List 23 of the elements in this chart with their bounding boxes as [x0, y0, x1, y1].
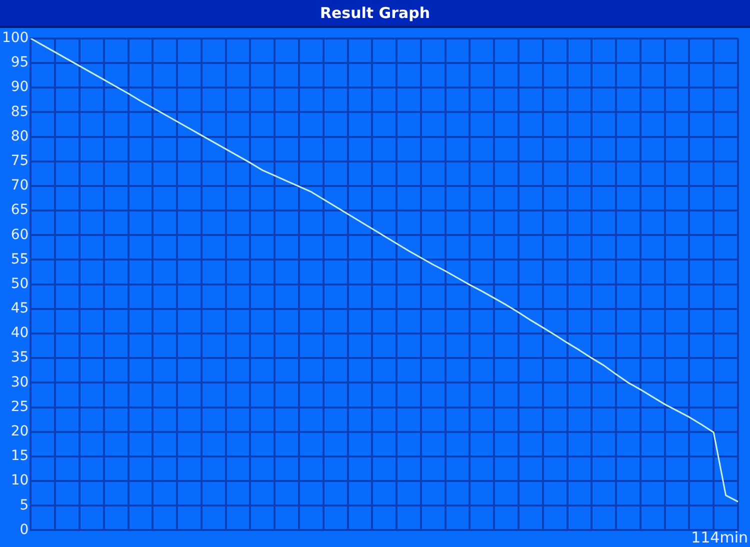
y-tick-label: 20 — [10, 423, 29, 440]
y-tick-label: 70 — [10, 178, 29, 194]
y-tick-label: 60 — [10, 226, 29, 243]
y-tick-label: 65 — [10, 202, 29, 218]
y-tick-label: 50 — [10, 276, 29, 292]
y-tick-label: 35 — [10, 350, 29, 366]
y-tick-label: 90 — [10, 79, 29, 96]
chart-title: Result Graph — [0, 0, 750, 28]
y-tick-label: 100 — [2, 30, 29, 46]
annotation: 114min — [691, 528, 748, 546]
y-tick-label: 80 — [10, 128, 29, 144]
y-tick-label: 30 — [10, 374, 29, 390]
y-tick-label: 75 — [10, 152, 29, 169]
y-tick-label: 15 — [10, 448, 29, 464]
y-tick-label: 5 — [20, 497, 29, 514]
y-tick-label: 0 — [20, 522, 29, 538]
y-tick-label: 40 — [10, 325, 29, 342]
y-tick-label: 85 — [10, 104, 29, 120]
y-tick-label: 25 — [10, 398, 29, 415]
y-tick-label: 55 — [10, 251, 29, 268]
y-tick-label: 95 — [10, 54, 29, 71]
y-tick-label: 10 — [10, 472, 29, 489]
y-tick-label: 45 — [10, 300, 29, 317]
